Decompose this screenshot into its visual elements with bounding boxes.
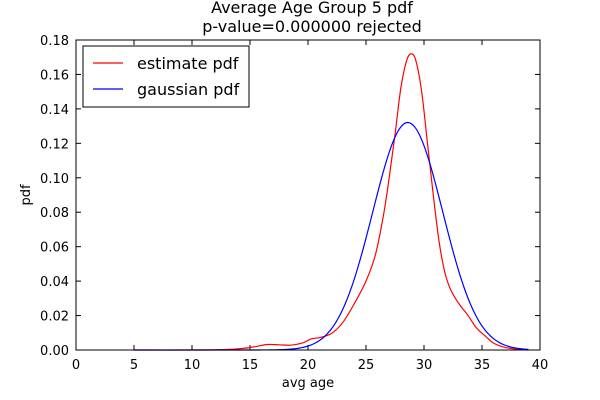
x-tick-label: 40 xyxy=(532,358,549,373)
x-tick-label: 20 xyxy=(300,358,317,373)
y-tick-label: 0.08 xyxy=(40,206,69,221)
series-line-gaussian xyxy=(134,121,529,351)
plot-frame xyxy=(75,39,541,351)
y-tick-label: 0.14 xyxy=(40,103,69,118)
x-tick-label: 35 xyxy=(474,358,491,373)
y-tick-label: 0.12 xyxy=(40,137,69,152)
y-tick-label: 0.04 xyxy=(40,275,69,290)
ticks-layer: 0 5 10 15 20 25 30 35 40 0.00 0.02 0.04 0.06 0.08 0.10… xyxy=(40,34,548,373)
x-axis-label: avg age xyxy=(282,376,334,391)
chart-title-line-1: Average Age Group 5 pdf xyxy=(211,0,413,17)
legend-label-gaussian: gaussian pdf xyxy=(137,80,240,99)
series-line-estimate xyxy=(133,53,529,351)
legend: estimate pdf gaussian pdf xyxy=(82,45,250,108)
y-tick-label: 0.02 xyxy=(40,310,69,325)
y-tick-label: 0.00 xyxy=(40,344,69,359)
y-axis-label: pdf xyxy=(19,184,34,206)
x-tick-label: 5 xyxy=(130,358,138,373)
chart-title-line-2: p-value=0.000000 rejected xyxy=(202,17,421,36)
y-tick-label: 0.10 xyxy=(40,172,69,187)
y-tick-label: 0.18 xyxy=(40,34,69,49)
x-tick-label: 25 xyxy=(358,358,375,373)
y-tick-label: 0.06 xyxy=(40,241,69,256)
x-tick-label: 15 xyxy=(242,358,259,373)
legend-label-estimate: estimate pdf xyxy=(137,54,239,73)
x-tick-label: 10 xyxy=(184,358,201,373)
x-tick-label: 30 xyxy=(416,358,433,373)
x-tick-label: 0 xyxy=(72,358,80,373)
legend-box xyxy=(82,45,250,108)
y-tick-label: 0.16 xyxy=(40,68,69,83)
